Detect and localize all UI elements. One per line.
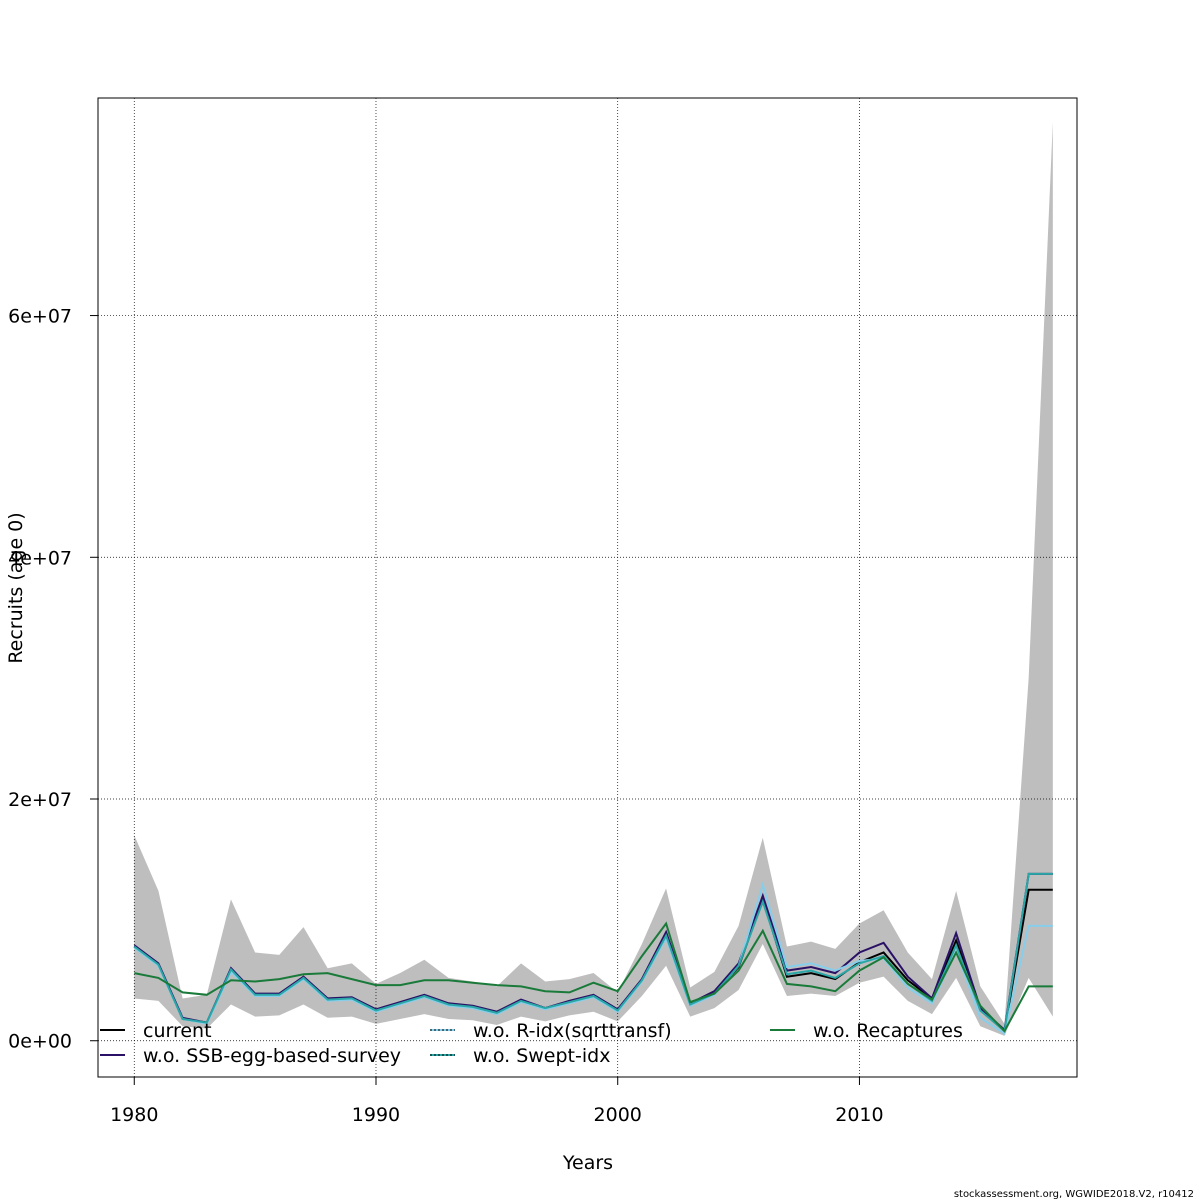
x-tick-label: 1990 <box>352 1104 400 1126</box>
confidence-band <box>134 122 1053 1036</box>
x-tick-label: 2000 <box>594 1104 642 1126</box>
footer-credit: stockassessment.org, WGWIDE2018.V2, r104… <box>954 1189 1194 1200</box>
y-tick-label: 6e+07 <box>8 306 72 328</box>
x-axis-label: Years <box>562 1152 613 1174</box>
legend-label: w.o. R-idx(sqrttransf) <box>473 1020 672 1042</box>
series-layer <box>133 872 1053 1036</box>
y-tick-label: 2e+07 <box>8 789 72 811</box>
x-tick-label: 1980 <box>110 1104 158 1126</box>
y-axis: 0e+00 2e+07 4e+07 6e+07 <box>8 306 98 1053</box>
legend-label: w.o. Swept-idx <box>473 1045 610 1067</box>
grid-layer <box>98 98 1077 1077</box>
x-tick-label: 2010 <box>835 1104 883 1126</box>
y-axis-label: Recruits (age 0) <box>5 512 27 663</box>
confidence-band-layer <box>134 122 1053 1036</box>
x-axis: 1980 1990 2000 2010 <box>110 1077 884 1126</box>
y-tick-label: 4e+07 <box>8 547 72 569</box>
plot-frame <box>97 97 1078 1078</box>
legend-label: w.o. Recaptures <box>813 1020 963 1042</box>
legend: current w.o. R-idx(sqrttransf) w.o. Recapt… <box>100 1020 963 1067</box>
legend-label: w.o. SSB-egg-based-survey <box>143 1045 401 1067</box>
series-line-4 <box>134 921 1053 1033</box>
legend-label: current <box>143 1020 212 1042</box>
y-tick-label: 0e+00 <box>8 1031 72 1053</box>
